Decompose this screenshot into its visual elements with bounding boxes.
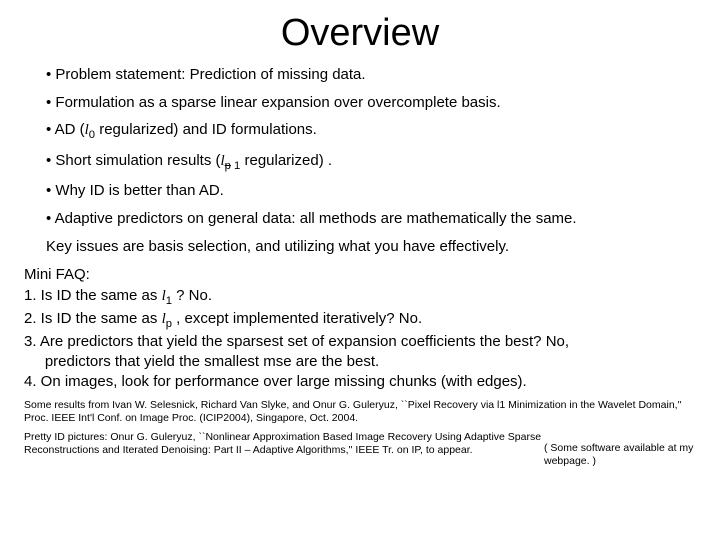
faq-item: 2. Is ID the same as lp , except impleme… [24,309,702,332]
bullet-text: • [46,152,55,169]
faq-text: 1. Is ID the same as [24,287,162,304]
bullet-list: Problem statement: Prediction of missing… [46,65,702,228]
bullet-text: AD ( [55,121,85,138]
citation-note: ( Some software available at my webpage.… [544,431,696,468]
citation: Pretty ID pictures: Onur G. Guleryuz, ``… [24,431,544,468]
bullet-text: Short simulation results ( [55,152,220,169]
faq-text: ? No. [172,287,212,304]
bullet-text: • [46,121,55,138]
bullet-item: • Short simulation results (lp 1 regular… [46,151,702,174]
faq-text: 2. Is ID the same as [24,310,162,327]
page-title: Overview [18,12,702,55]
faq-item: 1. Is ID the same as l1 ? No. [24,286,702,309]
key-issues: Key issues are basis selection, and util… [46,238,702,255]
faq-item: 3. Are predictors that yield the sparses… [24,332,702,352]
faq-block: Mini FAQ: 1. Is ID the same as l1 ? No. … [24,265,702,392]
math-subscript: 1 [231,160,240,172]
bullet-text: regularized) . [240,152,332,169]
bullet-text: regularized) and ID formulations. [95,121,317,138]
faq-text: , except implemented iteratively? No. [172,310,422,327]
citation: Some results from Ivan W. Selesnick, Ric… [24,399,696,425]
bullet-item: • AD (l0 regularized) and ID formulation… [46,120,702,143]
citation-row: Pretty ID pictures: Onur G. Guleryuz, ``… [24,431,696,468]
faq-head: Mini FAQ: [24,265,702,285]
faq-item: predictors that yield the smallest mse a… [24,352,702,372]
bullet-item: Adaptive predictors on general data: all… [46,209,702,229]
faq-item: 4. On images, look for performance over … [24,372,702,392]
slide: Overview Problem statement: Prediction o… [0,0,720,468]
bullet-item: Problem statement: Prediction of missing… [46,65,702,85]
bullet-item: Formulation as a sparse linear expansion… [46,93,702,113]
bullet-item: Why ID is better than AD. [46,181,702,201]
